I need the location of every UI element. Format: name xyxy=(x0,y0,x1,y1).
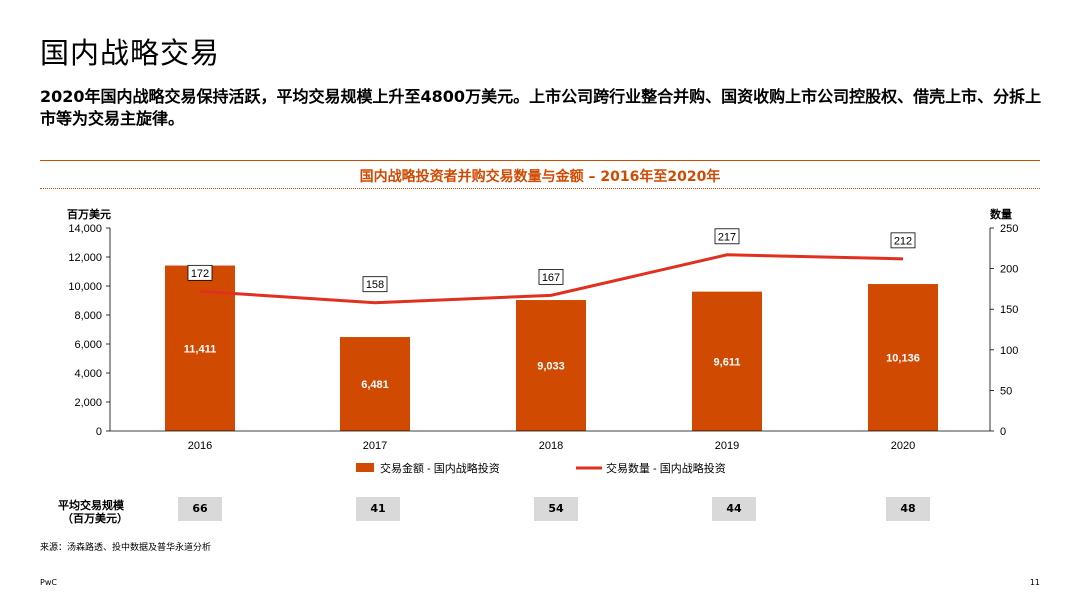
line-value-box xyxy=(890,232,916,249)
bar xyxy=(340,337,410,431)
line-value-label: 217 xyxy=(718,231,736,243)
x-tick-label: 2019 xyxy=(715,440,739,452)
left-tick-label: 10,000 xyxy=(68,281,102,293)
right-axis-label: 数量 xyxy=(990,207,1012,221)
line-value-label: 212 xyxy=(894,235,912,247)
right-tick-label: 100 xyxy=(1000,345,1018,357)
line-value-label: 158 xyxy=(366,279,384,291)
x-tick-label: 2017 xyxy=(363,440,387,452)
bar xyxy=(516,300,586,431)
left-tick-label: 8,000 xyxy=(74,310,102,322)
bar xyxy=(868,284,938,431)
avg-label-line: （百万美元） xyxy=(62,512,128,525)
left-tick-label: 12,000 xyxy=(68,252,102,264)
bar-value-label: 9,611 xyxy=(714,356,741,368)
left-tick-label: 4,000 xyxy=(74,368,102,380)
bar-value-label: 6,481 xyxy=(361,379,389,391)
avg-deal-size-box: 48 xyxy=(886,497,930,521)
left-tick-label: 0 xyxy=(96,426,102,438)
page-number: 11 xyxy=(1029,578,1040,587)
chart-title: 国内战略投资者并购交易数量与金额 – 2016年至2020年 xyxy=(359,169,721,185)
x-tick-label: 2018 xyxy=(539,440,563,452)
bar-value-label: 10,136 xyxy=(886,353,920,365)
avg-label-line: 平均交易规模 xyxy=(58,499,124,512)
source-note: 来源：汤森路透、投中数据及普华永道分析 xyxy=(40,543,212,553)
dotted-rule xyxy=(40,188,1040,189)
bar-value-label: 9,033 xyxy=(537,361,565,373)
x-tick-label: 2020 xyxy=(891,440,915,452)
brand-footer: PwC xyxy=(40,578,57,587)
combo-chart: 百万美元 数量 0 2,000 4,000 6,000 8,000 10,000 12,000 1… xyxy=(67,207,1018,475)
left-tick-label: 2,000 xyxy=(74,397,102,409)
avg-deal-size-label: 平均交易规模 （百万美元） xyxy=(58,499,168,525)
left-tick-label: 6,000 xyxy=(74,339,102,351)
right-tick-label: 250 xyxy=(1000,223,1018,235)
line-value-box xyxy=(714,228,740,245)
legend-bar-label: 交易金额 - 国内战略投资 xyxy=(380,461,500,475)
left-axis-label: 百万美元 xyxy=(67,207,111,221)
left-tick-label: 14,000 xyxy=(68,223,102,235)
right-tick-label: 150 xyxy=(1000,304,1018,316)
line-value-label: 172 xyxy=(191,268,209,280)
line-value-label: 167 xyxy=(542,272,560,284)
avg-deal-size-box: 66 xyxy=(178,497,222,521)
bar xyxy=(692,291,762,431)
count-line xyxy=(199,253,904,305)
x-tick-label: 2016 xyxy=(188,440,212,452)
right-tick-label: 50 xyxy=(1000,385,1012,397)
line-value-box xyxy=(538,268,564,285)
avg-deal-size-box: 54 xyxy=(534,497,578,521)
right-tick-label: 200 xyxy=(1000,264,1018,276)
legend-bar-swatch xyxy=(356,463,374,472)
avg-deal-size-box: 44 xyxy=(712,497,756,521)
line-value-box xyxy=(362,276,388,293)
bar-value-label: 11,411 xyxy=(184,343,216,355)
page-subtitle: 2020年国内战略交易保持活跃，平均交易规模上升至4800万美元。上市公司跨行业… xyxy=(40,87,1042,128)
avg-deal-size-box: 41 xyxy=(356,497,400,521)
page-title: 国内战略交易 xyxy=(40,36,221,70)
right-tick-label: 0 xyxy=(1000,426,1006,438)
legend-line-label: 交易数量 - 国内战略投资 xyxy=(606,461,726,475)
top-rule xyxy=(40,160,1040,161)
line-value-box xyxy=(187,264,213,281)
